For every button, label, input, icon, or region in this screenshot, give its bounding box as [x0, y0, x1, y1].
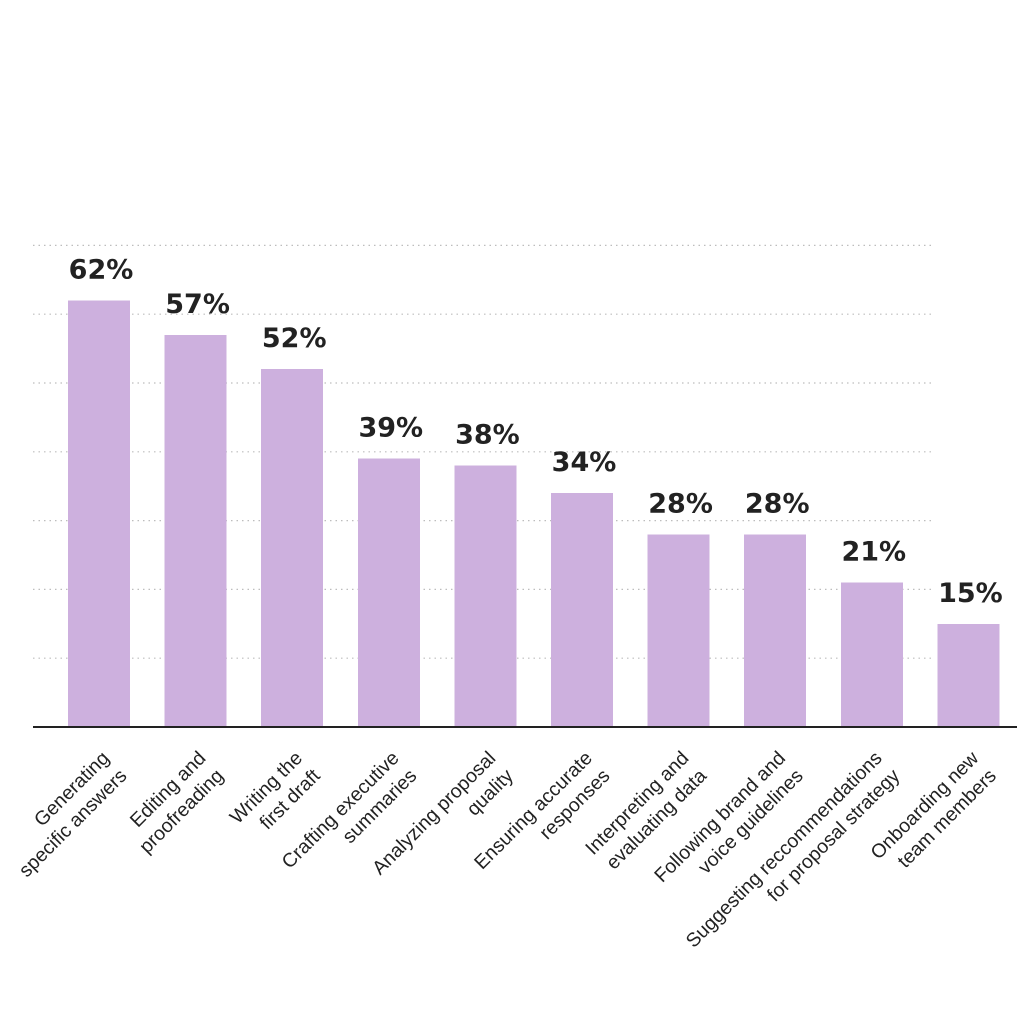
bar-2	[164, 334, 227, 727]
value-label-2: 57%	[165, 289, 230, 320]
bar-8	[744, 534, 807, 727]
value-label-9: 21%	[841, 537, 906, 568]
value-label-8: 28%	[745, 488, 810, 519]
bar-3	[261, 369, 324, 727]
bars	[68, 300, 1000, 727]
bar-9	[840, 582, 903, 727]
bar-7	[647, 534, 710, 727]
bar-6	[551, 493, 613, 727]
value-label-6: 34%	[552, 447, 617, 478]
value-label-5: 38%	[455, 420, 520, 451]
value-label-10: 15%	[938, 578, 1003, 609]
value-label-4: 39%	[358, 413, 423, 444]
value-label-3: 52%	[262, 323, 327, 354]
bar-1	[68, 300, 130, 727]
value-label-1: 62%	[69, 254, 134, 285]
bar-4	[357, 458, 420, 727]
bar-10	[937, 623, 1000, 727]
value-labels: 62% 57% 52% 39% 38% 34% 28% 28% 21% 15%	[69, 254, 1003, 608]
value-label-7: 28%	[648, 488, 713, 519]
bar-5	[454, 465, 517, 727]
